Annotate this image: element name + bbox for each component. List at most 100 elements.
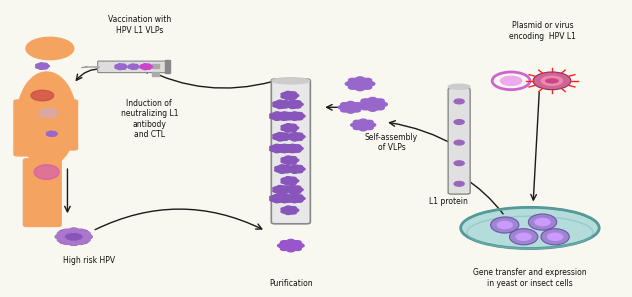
Circle shape	[347, 110, 354, 113]
Circle shape	[47, 134, 49, 135]
Circle shape	[270, 195, 286, 202]
Circle shape	[363, 86, 372, 89]
Circle shape	[31, 90, 54, 101]
Circle shape	[296, 101, 301, 103]
Circle shape	[277, 116, 283, 119]
Circle shape	[281, 208, 286, 210]
Circle shape	[282, 194, 287, 197]
Circle shape	[348, 78, 356, 82]
Circle shape	[294, 180, 299, 182]
Circle shape	[135, 67, 138, 69]
Circle shape	[290, 198, 295, 200]
Circle shape	[47, 132, 57, 136]
Circle shape	[273, 102, 278, 104]
Circle shape	[376, 99, 384, 103]
Circle shape	[291, 207, 296, 209]
Circle shape	[290, 192, 295, 194]
Circle shape	[281, 128, 286, 130]
Text: L1 protein: L1 protein	[428, 197, 468, 206]
Circle shape	[140, 64, 152, 69]
Circle shape	[83, 235, 92, 239]
Circle shape	[288, 196, 292, 198]
Circle shape	[300, 168, 305, 170]
Circle shape	[288, 114, 292, 116]
Circle shape	[274, 144, 279, 147]
Circle shape	[296, 186, 301, 188]
Circle shape	[78, 239, 88, 244]
Circle shape	[291, 129, 296, 132]
Circle shape	[290, 100, 295, 102]
Circle shape	[128, 67, 131, 68]
Circle shape	[283, 191, 288, 193]
Circle shape	[274, 118, 279, 120]
Circle shape	[287, 239, 295, 243]
Circle shape	[288, 133, 304, 140]
Circle shape	[140, 65, 143, 67]
Circle shape	[296, 150, 301, 152]
Circle shape	[286, 189, 291, 191]
Circle shape	[63, 240, 71, 244]
Circle shape	[292, 194, 297, 197]
Ellipse shape	[272, 78, 310, 84]
Circle shape	[283, 186, 288, 188]
Circle shape	[76, 240, 85, 244]
Circle shape	[286, 162, 291, 165]
Circle shape	[291, 162, 296, 164]
Circle shape	[279, 171, 284, 173]
Circle shape	[500, 75, 523, 86]
Circle shape	[376, 106, 384, 110]
Circle shape	[274, 200, 279, 203]
Circle shape	[348, 78, 373, 90]
Circle shape	[356, 106, 363, 109]
Circle shape	[361, 106, 369, 110]
Circle shape	[338, 106, 345, 109]
Circle shape	[286, 145, 302, 152]
Point	[95, 65, 103, 69]
Circle shape	[353, 126, 360, 129]
Circle shape	[288, 195, 293, 197]
Circle shape	[358, 102, 366, 106]
Circle shape	[277, 192, 283, 194]
FancyBboxPatch shape	[98, 61, 169, 72]
Circle shape	[367, 82, 375, 86]
Circle shape	[39, 68, 43, 69]
Circle shape	[292, 132, 297, 135]
Text: Vaccination with
HPV L1 VLPs: Vaccination with HPV L1 VLPs	[108, 15, 171, 35]
Circle shape	[497, 222, 513, 228]
Circle shape	[296, 145, 301, 147]
Text: Induction of
neutralizing L1
antibody
and CTL: Induction of neutralizing L1 antibody an…	[121, 99, 178, 139]
Circle shape	[286, 136, 291, 138]
Circle shape	[282, 112, 287, 114]
Circle shape	[270, 116, 275, 119]
Circle shape	[277, 146, 283, 148]
Circle shape	[281, 124, 298, 132]
Text: Plasmid or virus
encoding  HPV L1: Plasmid or virus encoding HPV L1	[509, 21, 576, 40]
Circle shape	[118, 68, 121, 69]
FancyBboxPatch shape	[448, 88, 470, 194]
Circle shape	[288, 116, 292, 119]
Circle shape	[280, 150, 285, 152]
Circle shape	[340, 102, 362, 112]
Circle shape	[291, 157, 296, 159]
Circle shape	[300, 115, 305, 117]
Circle shape	[379, 102, 387, 106]
Circle shape	[277, 100, 283, 102]
Circle shape	[283, 133, 288, 135]
Circle shape	[279, 165, 284, 167]
Circle shape	[348, 86, 356, 89]
Circle shape	[36, 66, 40, 68]
Circle shape	[46, 65, 49, 67]
Circle shape	[283, 106, 288, 108]
Circle shape	[286, 124, 291, 126]
Circle shape	[288, 117, 293, 120]
Circle shape	[292, 171, 297, 173]
Circle shape	[286, 190, 290, 192]
Circle shape	[281, 247, 288, 250]
Circle shape	[39, 109, 58, 118]
Circle shape	[286, 146, 290, 148]
Ellipse shape	[461, 207, 599, 249]
Circle shape	[286, 212, 291, 214]
Circle shape	[294, 247, 301, 250]
Circle shape	[275, 167, 280, 169]
Circle shape	[298, 147, 303, 150]
